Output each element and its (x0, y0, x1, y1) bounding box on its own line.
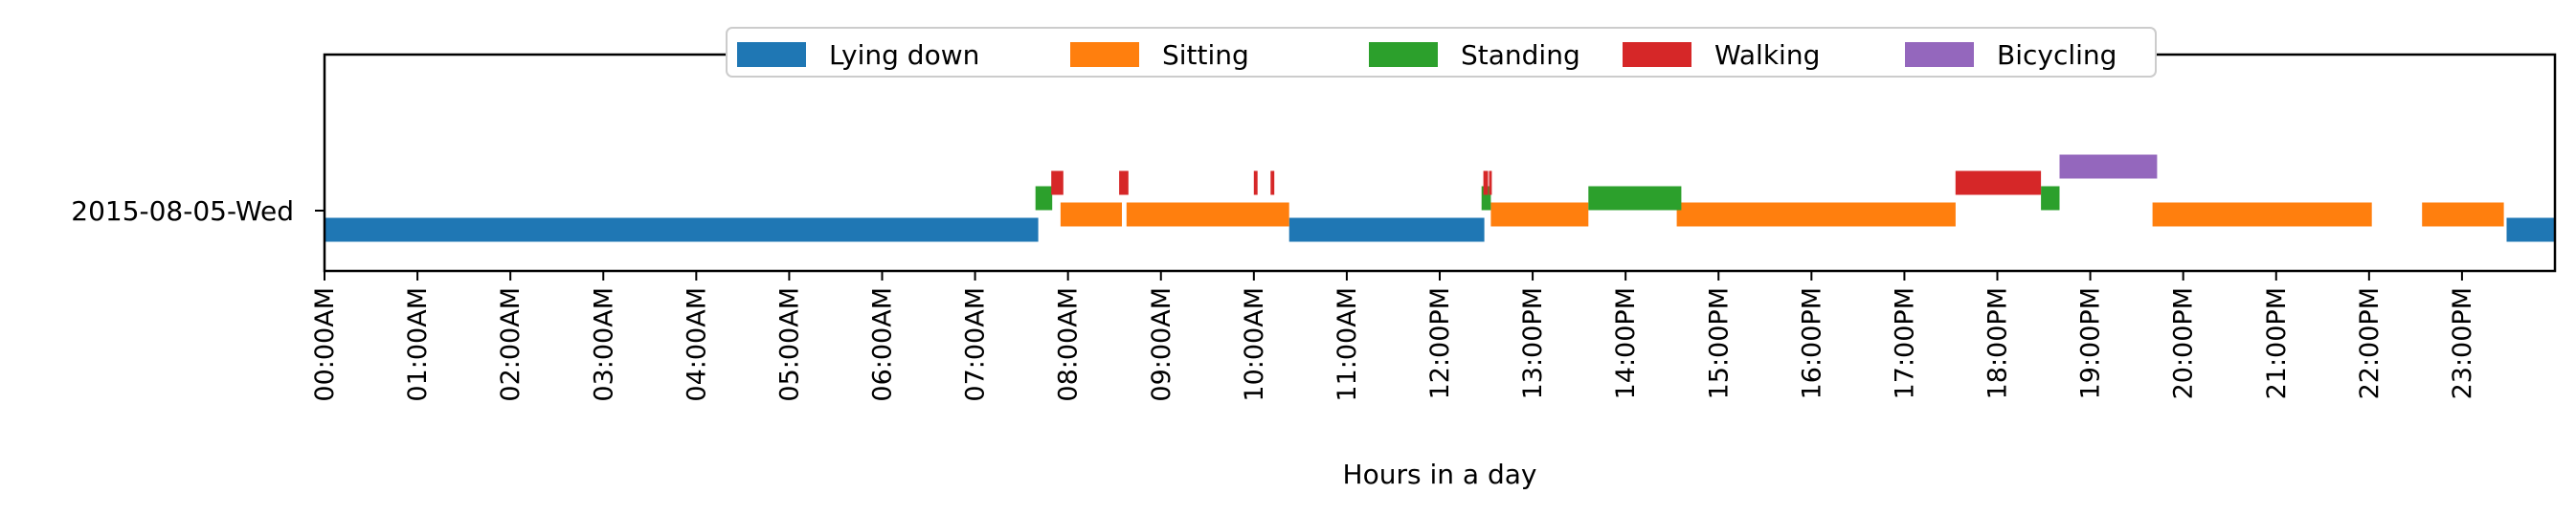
x-tick-label: 01:00AM (403, 287, 433, 402)
legend-label-sitting: Sitting (1162, 39, 1249, 71)
walking-bar (1270, 170, 1275, 195)
walking-bar (1119, 170, 1129, 195)
lying-down-bar (325, 217, 1039, 242)
lying-down-bar (1288, 217, 1485, 242)
sitting-bar (2422, 202, 2504, 227)
x-tick-label: 20:00PM (2169, 287, 2199, 399)
legend: Lying down Sitting Standing Walking Bicyclin… (726, 27, 2157, 78)
x-tick-label: 11:00AM (1333, 287, 1362, 402)
x-tick-label: 18:00PM (1983, 287, 2013, 399)
x-tick-label: 08:00AM (1054, 287, 1084, 402)
legend-swatch-lying-down (737, 42, 806, 67)
x-tick-label: 03:00AM (589, 287, 618, 402)
x-tick-label: 22:00PM (2355, 287, 2385, 399)
sitting-bar (2152, 202, 2372, 227)
x-tick-label: 04:00AM (682, 287, 711, 402)
x-axis-label: Hours in a day (1343, 459, 1537, 490)
x-axis: 00:00AM 01:00AM 02:00AM 03:00AM 04:00AM 05:00… (310, 271, 2477, 402)
y-tick-label: 2015-08-05-Wed (71, 195, 294, 227)
x-tick-label: 06:00AM (868, 287, 898, 402)
lying-down-bar (2506, 217, 2555, 242)
sitting-bar (1126, 202, 1289, 227)
y-axis: 2015-08-05-Wed (71, 195, 325, 227)
x-tick-label: 00:00AM (310, 287, 340, 402)
x-tick-label: 07:00AM (961, 287, 991, 402)
x-tick-label: 09:00AM (1147, 287, 1176, 402)
standing-bar (1035, 186, 1053, 211)
legend-swatch-sitting (1070, 42, 1139, 67)
sitting-bar (1490, 202, 1589, 227)
x-tick-label: 10:00AM (1240, 287, 1269, 402)
x-tick-label: 05:00AM (774, 287, 804, 402)
legend-swatch-bicycling (1905, 42, 1974, 67)
x-tick-label: 17:00PM (1890, 287, 1919, 399)
walking-bar (1955, 170, 2042, 195)
x-tick-label: 16:00PM (1797, 287, 1826, 399)
x-tick-label: 15:00PM (1704, 287, 1734, 399)
x-tick-label: 02:00AM (496, 287, 526, 402)
legend-label-bicycling: Bicycling (1997, 39, 2117, 71)
x-tick-label: 12:00PM (1425, 287, 1455, 399)
legend-swatch-standing (1369, 42, 1438, 67)
walking-bar (1483, 170, 1489, 195)
sitting-bar (1676, 202, 1956, 227)
standing-bar (1588, 186, 1682, 211)
legend-label-walking: Walking (1714, 39, 1820, 71)
sitting-bar (1060, 202, 1122, 227)
walking-bar (1051, 170, 1064, 195)
standing-bar (2041, 186, 2060, 211)
activity-bars (325, 154, 2555, 242)
x-tick-label: 23:00PM (2448, 287, 2477, 399)
walking-bar (1489, 170, 1492, 195)
x-tick-label: 13:00PM (1518, 287, 1548, 399)
legend-label-standing: Standing (1461, 39, 1580, 71)
x-tick-label: 14:00PM (1611, 287, 1641, 399)
x-tick-label: 19:00PM (2076, 287, 2106, 399)
bicycling-bar (2059, 154, 2158, 179)
x-tick-label: 21:00PM (2262, 287, 2292, 399)
standing-bar (1481, 186, 1491, 211)
legend-swatch-walking (1623, 42, 1691, 67)
legend-label-lying-down: Lying down (829, 39, 979, 71)
walking-bar (1253, 170, 1258, 195)
